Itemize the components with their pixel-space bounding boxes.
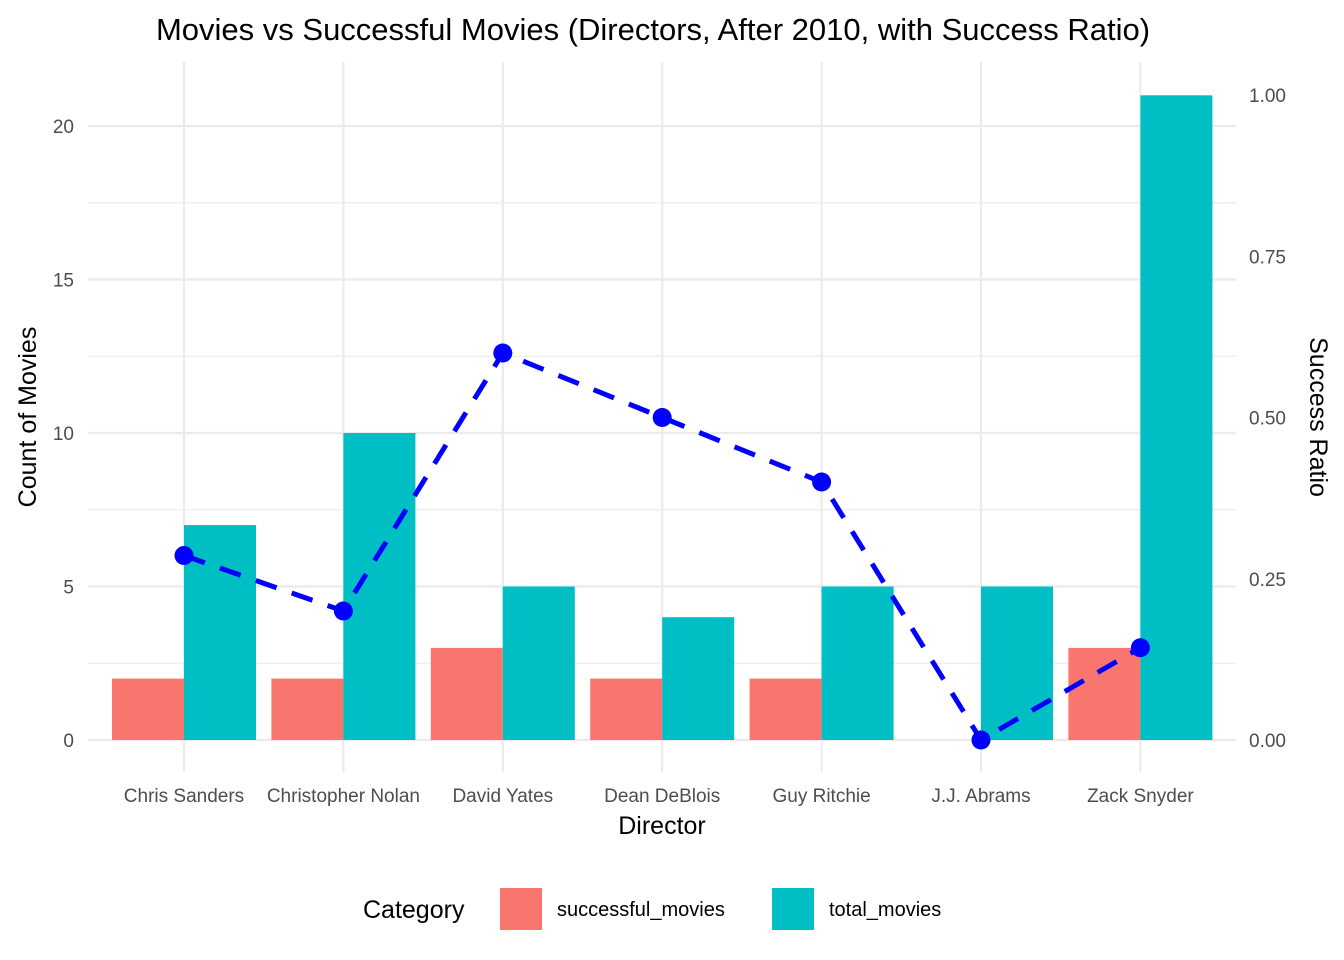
x-tick-label: Guy Ritchie	[772, 786, 870, 807]
success-ratio-point	[333, 601, 353, 621]
bar-total_movies	[1140, 95, 1213, 741]
bars	[112, 95, 1213, 741]
bar-successful_movies	[112, 678, 184, 740]
legend-key-successful_movies	[500, 888, 542, 930]
x-tick-label: Christopher Nolan	[267, 786, 420, 807]
y-tick-label: 0	[63, 731, 74, 752]
y-axis-title: Count of Movies	[14, 327, 42, 508]
bar-total_movies	[981, 586, 1053, 740]
bar-total_movies	[502, 586, 575, 740]
y2-tick-label: 0.25	[1249, 570, 1286, 591]
y2-axis-ticks: 0.00 0.25 0.50 0.75 1.00	[1249, 86, 1286, 752]
bar-successful_movies	[590, 678, 663, 740]
success-ratio-point	[812, 472, 832, 492]
y2-tick-label: 0.00	[1249, 731, 1286, 752]
x-tick-label: Chris Sanders	[124, 786, 244, 807]
bar-successful_movies	[271, 678, 344, 740]
bar-total_movies	[662, 617, 735, 740]
y-tick-label: 10	[53, 424, 74, 445]
chart-title: Movies vs Successful Movies (Directors, …	[156, 12, 1150, 47]
y-tick-label: 15	[53, 271, 74, 292]
success-ratio-point	[971, 730, 991, 750]
x-tick-label: David Yates	[452, 786, 553, 807]
bar-successful_movies	[749, 678, 822, 740]
legend-key-total_movies	[772, 888, 814, 930]
x-tick-label: Zack Snyder	[1087, 786, 1194, 807]
bar-successful_movies	[430, 647, 503, 740]
y-axis-ticks: 0 5 10 15 20	[53, 117, 74, 752]
legend-label-total_movies: total_movies	[829, 899, 941, 921]
bar-successful_movies	[1068, 647, 1141, 740]
x-tick-label: Dean DeBlois	[604, 786, 720, 807]
y2-tick-label: 0.75	[1249, 247, 1286, 268]
success-ratio-point	[652, 408, 672, 427]
success-ratio-line	[174, 343, 1150, 750]
success-ratio-point	[493, 343, 513, 363]
y2-tick-label: 0.50	[1249, 409, 1286, 430]
y2-tick-label: 1.00	[1249, 86, 1286, 107]
y-tick-label: 5	[63, 578, 74, 599]
legend-title: Category	[363, 896, 465, 924]
y2-axis-title: Success Ratio	[1304, 337, 1332, 497]
success-ratio-point	[174, 546, 194, 566]
legend-label-successful_movies: successful_movies	[557, 899, 725, 921]
success-ratio-point	[1130, 638, 1150, 658]
legend: Category successful_movies total_movies	[363, 888, 941, 930]
y-tick-label: 20	[53, 117, 74, 138]
bar-total_movies	[343, 433, 416, 740]
bar-total_movies	[821, 586, 894, 740]
x-axis-title: Director	[618, 812, 706, 840]
x-axis-ticks: Chris Sanders Christopher Nolan David Yate…	[124, 786, 1195, 807]
x-tick-label: J.J. Abrams	[931, 786, 1030, 807]
